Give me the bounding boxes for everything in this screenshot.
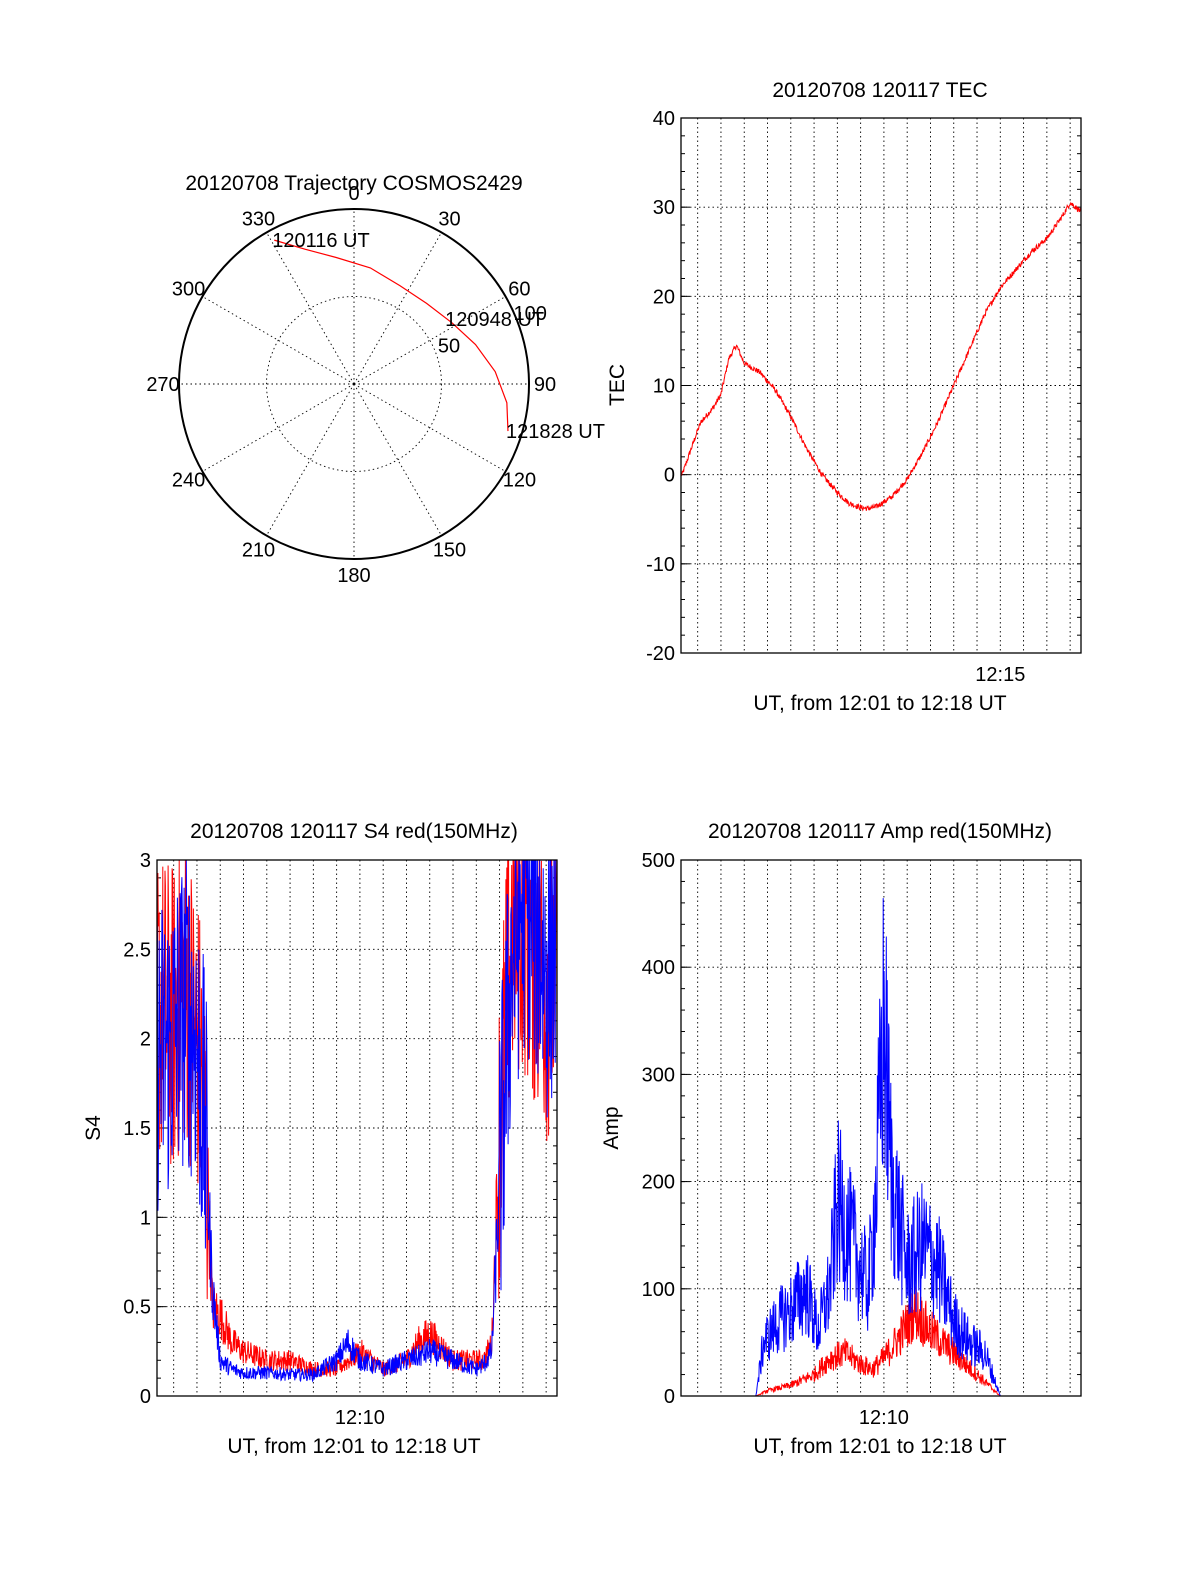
s4-ytick-label: 0.5 [123,1297,151,1319]
polar-spoke-30 [353,232,442,385]
s4-plot-frame [156,859,558,1397]
azimuth-label-330: 330 [242,209,275,231]
s4-ytick-label: 2.5 [123,939,151,961]
polar-track-series [274,239,509,432]
tec-panel: 20120708 120117 TEC -20 -10 0 10 20 30 40 12:1… [606,79,1082,715]
polar-title: 20120708 Trajectory COSMOS2429 [185,172,522,195]
s4-x-axis-label: UT, from 12:01 to 12:18 UT [227,1435,480,1458]
azimuth-label-90: 90 [534,374,556,396]
tec-x-tick-labels: 12:15 [975,664,1025,686]
tec-y-axis-label: TEC [606,364,629,406]
s4-ytick-label: 1.5 [123,1118,151,1140]
amp-ytick-label: 0 [664,1386,675,1408]
azimuth-label-60: 60 [508,279,530,301]
amp-title: 20120708 120117 Amp red(150MHz) [708,820,1052,843]
amp-plot-frame [680,859,1082,1397]
polar-radial-label-100: 100 [513,303,546,325]
s4-x-tick-labels: 12:10 [335,1407,385,1429]
tec-series-line-0 [680,201,1082,512]
polar-spoke-210 [266,383,355,536]
amp-ytick-label: 200 [642,1172,675,1194]
tec-x-axis-label: UT, from 12:01 to 12:18 UT [753,692,1006,715]
tec-y-tick-labels: -20 -10 0 10 20 30 40 [646,108,675,665]
s4-series-line-1 [156,859,557,1383]
polar-ring-50 [266,296,442,472]
s4-ytick-label: 3 [140,850,151,872]
amp-ytick-label: 400 [642,957,675,979]
amp-ytick-label: 300 [642,1064,675,1086]
s4-y-axis-label: S4 [82,1115,105,1141]
tec-series [680,201,1082,512]
polar-spoke-240 [202,383,355,472]
track-annotation-start: 120116 UT [272,230,369,252]
trajectory-line [274,239,509,432]
s4-ytick-label: 0 [140,1386,151,1408]
polar-radial-label-50: 50 [438,336,460,358]
azimuth-label-270: 270 [146,374,179,396]
s4-title: 20120708 120117 S4 red(150MHz) [190,820,518,843]
tec-ytick-label: 10 [653,376,675,398]
azimuth-label-180: 180 [337,565,370,587]
amp-series-line-1 [681,898,1081,1397]
amp-x-axis-label: UT, from 12:01 to 12:18 UT [753,1435,1006,1458]
tec-xtick-label: 12:15 [975,664,1025,686]
s4-panel: 20120708 120117 S4 red(150MHz) 0 0.5 1 1.5 2… [82,820,558,1458]
tec-ytick-label: -20 [646,643,675,665]
tec-grid [681,117,1081,654]
amp-series-line-0 [681,1286,1081,1397]
tec-ytick-label: 30 [653,197,675,219]
s4-ytick-label: 1 [140,1207,151,1229]
amp-panel: 20120708 120117 Amp red(150MHz) 0 100 200 3… [600,820,1082,1458]
polar-azimuth-labels: 0 30 60 90 120 150 180 210 240 270 300 330 [146,183,556,587]
s4-xtick-label: 12:10 [335,1407,385,1429]
tec-ytick-label: -10 [646,554,675,576]
tec-ytick-label: 40 [653,108,675,130]
azimuth-label-0: 0 [348,183,359,205]
tec-ytick-label: 20 [653,286,675,308]
tec-ytick-label: 0 [664,465,675,487]
tec-plot-frame [680,117,1082,654]
track-annotation-mid: 120948 UT [445,309,544,331]
s4-series [156,859,558,1383]
track-annotation-end: 121828 UT [506,421,605,443]
azimuth-label-150: 150 [433,539,466,561]
amp-y-axis-label: Amp [600,1106,623,1149]
azimuth-label-30: 30 [438,209,460,231]
s4-y-tick-labels: 0 0.5 1 1.5 2 2.5 3 [123,850,151,1408]
amp-ytick-label: 500 [642,850,675,872]
s4-series-line-0 [156,859,558,1378]
azimuth-label-300: 300 [172,279,205,301]
amp-x-tick-labels: 12:10 [859,1407,909,1429]
tec-title: 20120708 120117 TEC [772,79,987,102]
s4-ytick-label: 2 [140,1029,151,1051]
azimuth-label-210: 210 [242,539,275,561]
polar-trajectory-panel: 20120708 Trajectory COSMOS2429 0 30 60 90 12… [146,172,605,587]
azimuth-label-240: 240 [172,470,205,492]
polar-grid [178,208,530,560]
polar-outer-ring [178,208,530,560]
amp-ytick-label: 100 [642,1279,675,1301]
amp-xtick-label: 12:10 [859,1407,909,1429]
amp-y-tick-labels: 0 100 200 300 400 500 [642,850,675,1408]
azimuth-label-120: 120 [503,470,536,492]
amp-series [681,898,1081,1397]
